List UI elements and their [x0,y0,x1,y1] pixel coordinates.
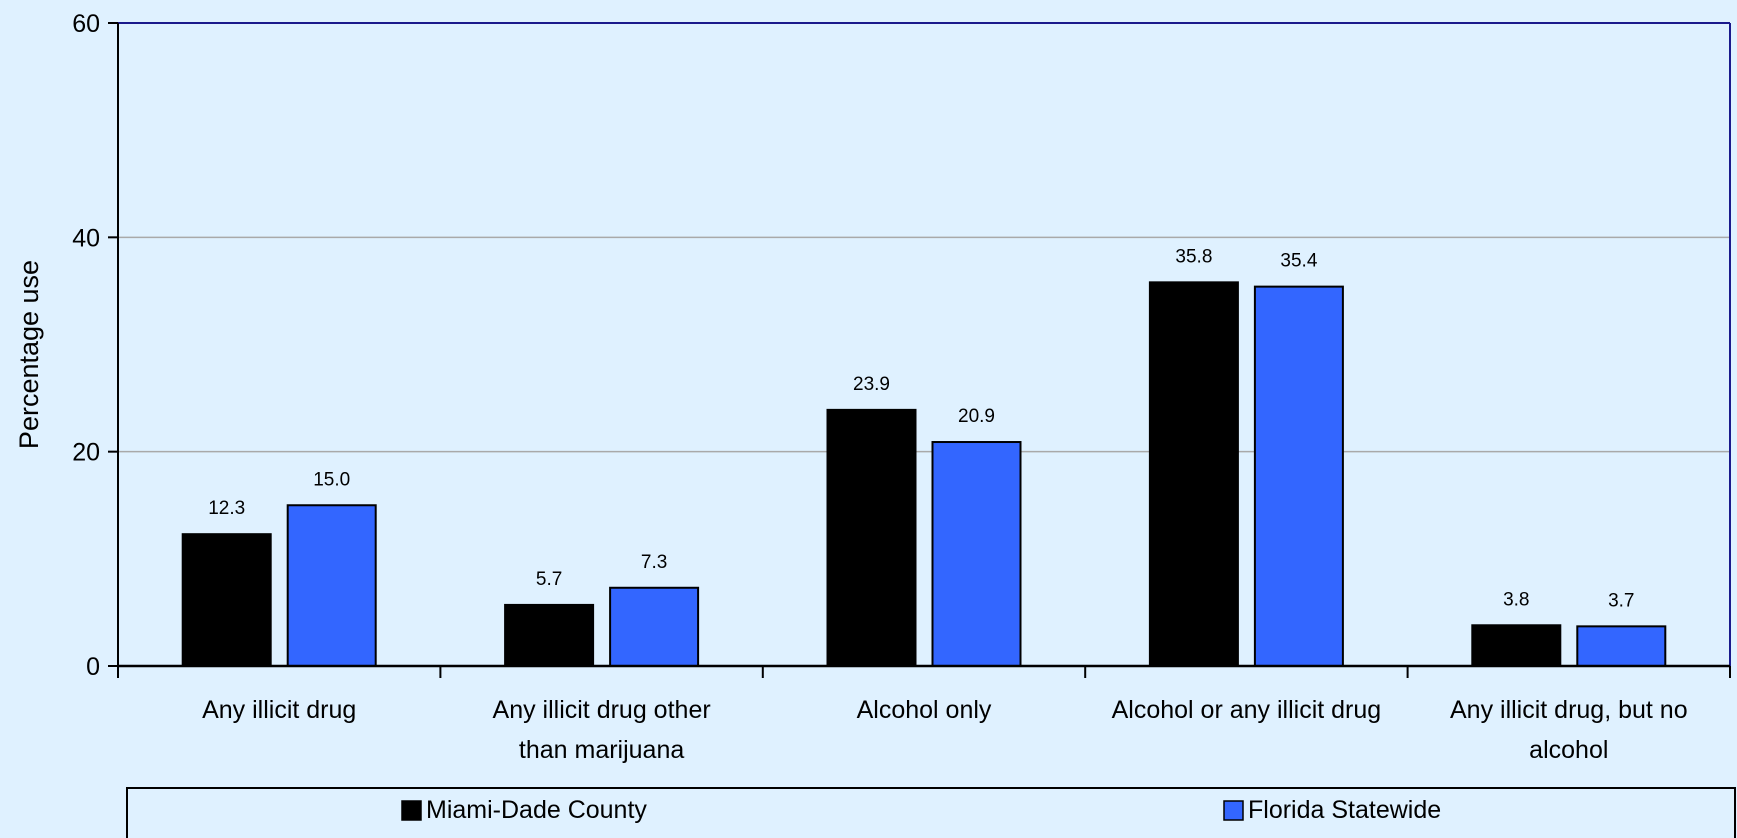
category-label: Any illicit drug [202,696,356,724]
category-label: than marijuana [519,736,684,764]
gridlines [118,22,1730,453]
axes [108,22,1731,678]
y-tick-label: 60 [72,10,100,38]
data-label: 5.7 [536,569,562,590]
data-label: 3.7 [1608,590,1634,611]
data-label: 12.3 [208,498,245,519]
y-tick-label: 20 [72,439,100,467]
category-label: Any illicit drug, but no [1450,696,1688,724]
data-label: 23.9 [853,374,890,395]
legend-swatch [401,800,422,821]
bar [931,441,1022,667]
legend-label: Miami-Dade County [426,796,647,824]
bar [1148,281,1239,667]
category-label: alcohol [1529,736,1608,764]
legend-swatch [1223,800,1244,821]
data-label: 7.3 [641,552,667,573]
bar [1253,285,1344,667]
data-label: 15.0 [313,469,350,490]
category-label: Any illicit drug other [493,696,711,724]
legend-box [126,787,1736,838]
y-axis-title: Percentage use [14,260,44,449]
bar [609,586,700,667]
y-tick-label: 0 [86,653,100,681]
legend-label: Florida Statewide [1248,796,1441,824]
y-tick-label: 40 [72,224,100,252]
bar [286,504,377,667]
bars [181,281,1667,668]
legend: Miami-Dade County Florida Statewide [126,787,1736,838]
bar [1471,624,1562,668]
data-label: 20.9 [958,406,995,427]
data-label: 35.8 [1175,246,1212,267]
bar [826,408,917,667]
data-label: 35.4 [1280,251,1317,272]
bar [1576,625,1667,667]
bar [181,533,272,667]
bar [504,603,595,667]
data-label: 3.8 [1503,589,1529,610]
category-label: Alcohol only [857,696,992,724]
category-label: Alcohol or any illicit drug [1112,696,1382,724]
labels: 0 20 40 60 12.3 15.0 Any illicit drug 5.7 7.3 Any… [72,10,1687,764]
